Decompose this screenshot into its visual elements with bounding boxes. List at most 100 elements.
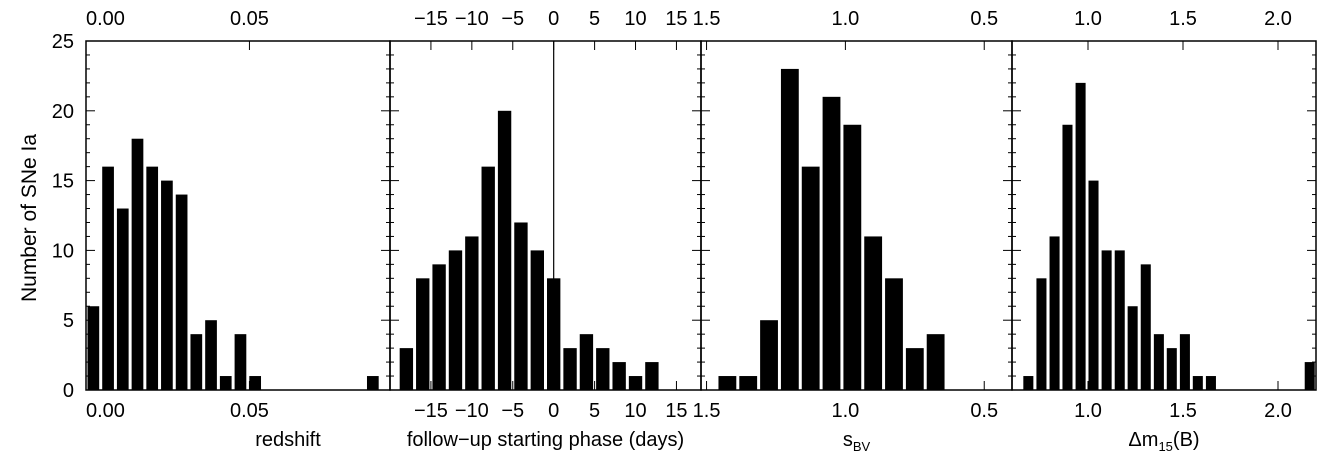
x-tick-label-top: 0.5	[970, 8, 998, 30]
histogram-bar	[530, 250, 544, 390]
y-tick-label: 10	[52, 240, 74, 262]
histogram-bar	[1075, 82, 1086, 390]
x-tick-label: 1.5	[693, 400, 721, 422]
histogram-bar	[885, 278, 903, 390]
histogram-bar	[146, 166, 159, 390]
histogram-bar	[161, 180, 173, 390]
x-tick-label-top: 5	[589, 8, 600, 30]
histogram-panel-4: 1.0 1.0 1.5 1.5 2.0 2.0 Δm15(B)	[1011, 8, 1317, 454]
x-axis-label: redshift	[255, 429, 321, 451]
x-axis-label: sBV	[843, 429, 871, 454]
histogram-panel-3: 1.5 1.5 1.0 1.0 0.5 0.5 sBV	[693, 8, 1013, 454]
histogram-bar	[801, 166, 820, 390]
histogram-bar	[780, 68, 799, 391]
histogram-bar	[822, 96, 841, 390]
x-tick-label: 1.5	[1169, 400, 1197, 422]
histogram-bar	[448, 250, 463, 390]
histogram-bar	[1062, 124, 1073, 390]
x-tick-label-top: −5	[501, 8, 524, 30]
histogram-panel-2: −15 −15 −10 −10 −5 −5 0 0 5 5 10 10 15 15 follow−up st…	[389, 8, 702, 451]
histogram-bar	[514, 222, 528, 390]
x-tick-label: 1.0	[831, 400, 859, 422]
histogram-bar	[175, 194, 188, 390]
histogram-bar	[760, 320, 778, 390]
x-tick-label-top: 1.0	[1074, 8, 1102, 30]
histogram-bar	[864, 236, 883, 390]
histogram-bar	[190, 334, 203, 390]
histogram-bar	[249, 376, 262, 390]
histogram-bar	[234, 334, 247, 390]
x-tick-label-top: 10	[624, 8, 646, 30]
histogram-bar	[366, 376, 379, 390]
x-tick-label: 0.5	[970, 400, 998, 422]
x-tick-label: 10	[624, 400, 646, 422]
x-axis-label: Δm15(B)	[1128, 429, 1199, 454]
y-tick-label: 5	[63, 310, 74, 332]
x-tick-label: −5	[501, 400, 524, 422]
histogram-bar	[579, 334, 594, 390]
histogram-bar	[399, 348, 414, 390]
histogram-bar	[645, 362, 659, 390]
x-tick-label-top: 2.0	[1264, 8, 1292, 30]
histogram-bar	[1049, 236, 1060, 390]
histogram-bar	[596, 348, 610, 390]
histogram-bar	[1304, 362, 1315, 390]
y-tick-label: 25	[52, 31, 74, 53]
panel-frame	[1011, 40, 1317, 391]
histogram-bar	[1192, 376, 1203, 390]
y-tick-label: 20	[52, 101, 74, 123]
histogram-bar	[131, 138, 144, 390]
histogram-bar	[1036, 278, 1047, 390]
x-tick-label: 2.0	[1264, 400, 1292, 422]
histogram-bar	[1205, 376, 1216, 390]
x-tick-label: −10	[455, 400, 489, 422]
histogram-bar	[612, 362, 626, 390]
x-tick-label-top: 1.5	[1169, 8, 1197, 30]
histogram-bar	[205, 320, 217, 390]
x-tick-label-top: 1.5	[693, 8, 721, 30]
histogram-bar	[1101, 250, 1112, 390]
x-tick-label-top: −15	[414, 8, 448, 30]
panels: 0.00 0.00 0.05 0.05 redshift −15 −15 −10 −10 −5 −5…	[52, 8, 1317, 454]
x-tick-label: 15	[665, 400, 687, 422]
histogram-bar	[905, 348, 924, 390]
histogram-bar	[416, 278, 430, 390]
histogram-bar	[481, 166, 495, 390]
histogram-bar	[87, 306, 100, 390]
histogram-bar	[843, 124, 862, 390]
x-tick-label: 1.0	[1074, 400, 1102, 422]
x-tick-label-top: 15	[665, 8, 687, 30]
x-tick-label: 0.05	[230, 400, 269, 422]
x-axis-label: follow−up starting phase (days)	[407, 429, 684, 451]
histogram-bar	[1166, 348, 1177, 390]
histogram-bar	[497, 110, 512, 391]
x-tick-label-top: 0.00	[86, 8, 125, 30]
histogram-bar	[1179, 334, 1190, 390]
histogram-bar	[102, 166, 114, 390]
histogram-bar	[1088, 180, 1099, 390]
x-tick-label-top: 0.05	[230, 8, 269, 30]
histogram-panel-1: 0.00 0.00 0.05 0.05 redshift	[85, 8, 391, 451]
histogram-bar	[1023, 376, 1034, 390]
x-tick-label: 0.00	[86, 400, 125, 422]
histogram-bar	[219, 376, 232, 390]
histogram-bar	[926, 334, 945, 390]
y-tick-label: 15	[52, 171, 74, 193]
histogram-bar	[718, 376, 737, 390]
x-tick-label-top: 1.0	[831, 8, 859, 30]
histogram-bar	[1114, 250, 1125, 390]
x-tick-label: 0	[548, 400, 559, 422]
histogram-bar	[739, 376, 758, 390]
histogram-bar	[1127, 306, 1138, 390]
histogram-bar	[1140, 264, 1151, 390]
histogram-bar	[1153, 334, 1164, 390]
y-axis-label: Number of SNe Ia	[18, 134, 41, 302]
histogram-bar	[465, 236, 479, 390]
histogram-bar	[563, 348, 577, 390]
x-tick-label-top: 0	[548, 8, 559, 30]
histogram-bar	[116, 208, 129, 390]
x-tick-label: −15	[414, 400, 448, 422]
x-tick-label-top: −10	[455, 8, 489, 30]
histogram-bar	[432, 264, 446, 390]
